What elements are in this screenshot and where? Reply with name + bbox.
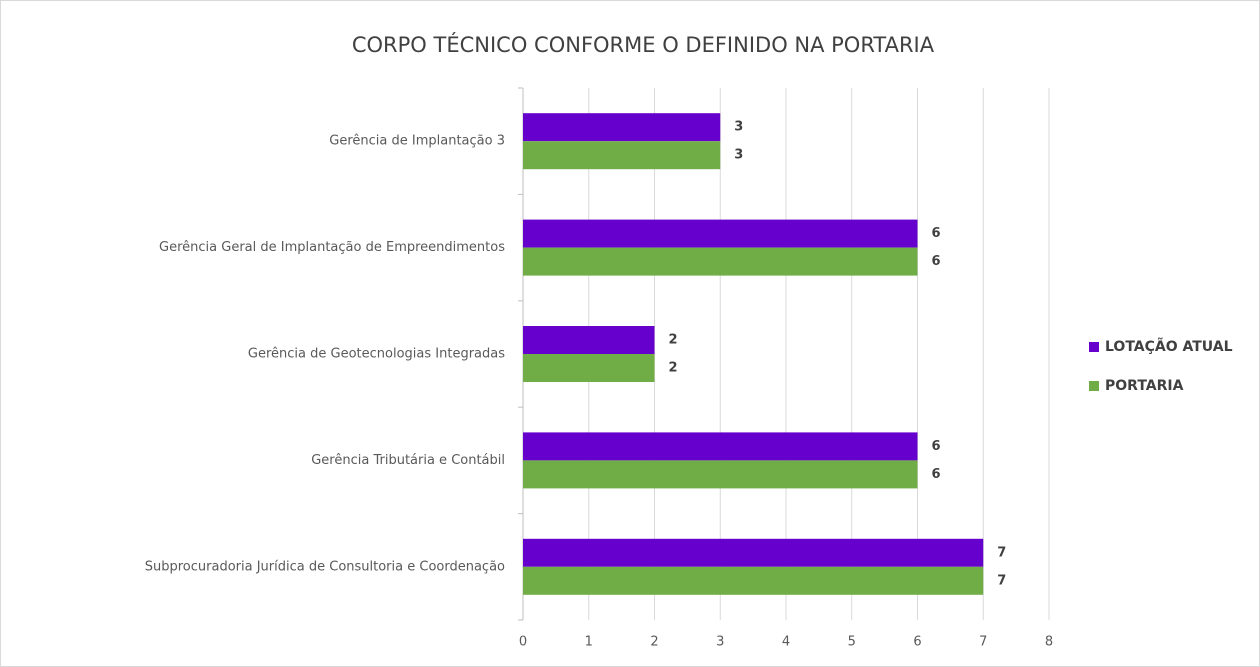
y-tick-label: Gerência de Implantação 3	[329, 134, 505, 149]
chart-title: CORPO TÉCNICO CONFORME O DEFINIDO NA POR…	[352, 32, 935, 57]
x-tick-label: 1	[585, 635, 593, 650]
data-label: 6	[932, 439, 941, 454]
data-label: 7	[997, 545, 1006, 560]
bar	[523, 432, 918, 461]
y-tick-label: Gerência Tributária e Contábil	[311, 453, 505, 468]
x-tick-label: 4	[782, 635, 790, 650]
legend-swatch	[1089, 342, 1099, 352]
x-tick-label: 7	[979, 635, 987, 650]
bar	[523, 113, 721, 142]
x-tick-label: 3	[716, 635, 724, 650]
x-tick-label: 8	[1045, 635, 1053, 650]
bar	[523, 354, 655, 382]
data-label: 2	[669, 333, 678, 348]
bar	[523, 538, 984, 567]
bar	[523, 219, 918, 248]
data-label: 6	[932, 226, 941, 241]
bar	[523, 326, 655, 354]
data-label: 3	[734, 120, 743, 135]
bar	[523, 247, 918, 276]
y-tick-label: Gerência Geral de Implantação de Empreen…	[159, 240, 505, 255]
legend-label: LOTAÇÃO ATUAL	[1105, 338, 1233, 355]
bar	[523, 141, 721, 170]
data-label: 6	[932, 467, 941, 482]
x-tick-label: 2	[650, 635, 658, 650]
x-tick-label: 6	[913, 635, 921, 650]
bar	[523, 460, 918, 489]
data-label: 6	[932, 254, 941, 269]
legend-swatch	[1089, 381, 1099, 391]
y-tick-label: Subprocuradoria Jurídica de Consultoria …	[145, 559, 505, 574]
data-label: 7	[997, 573, 1006, 588]
legend-label: PORTARIA	[1105, 378, 1184, 394]
x-tick-label: 0	[519, 635, 527, 650]
data-label: 2	[669, 361, 678, 376]
y-tick-label: Gerência de Geotecnologias Integradas	[248, 347, 505, 362]
data-label: 3	[734, 148, 743, 163]
bar	[523, 566, 984, 595]
x-tick-label: 5	[848, 635, 856, 650]
